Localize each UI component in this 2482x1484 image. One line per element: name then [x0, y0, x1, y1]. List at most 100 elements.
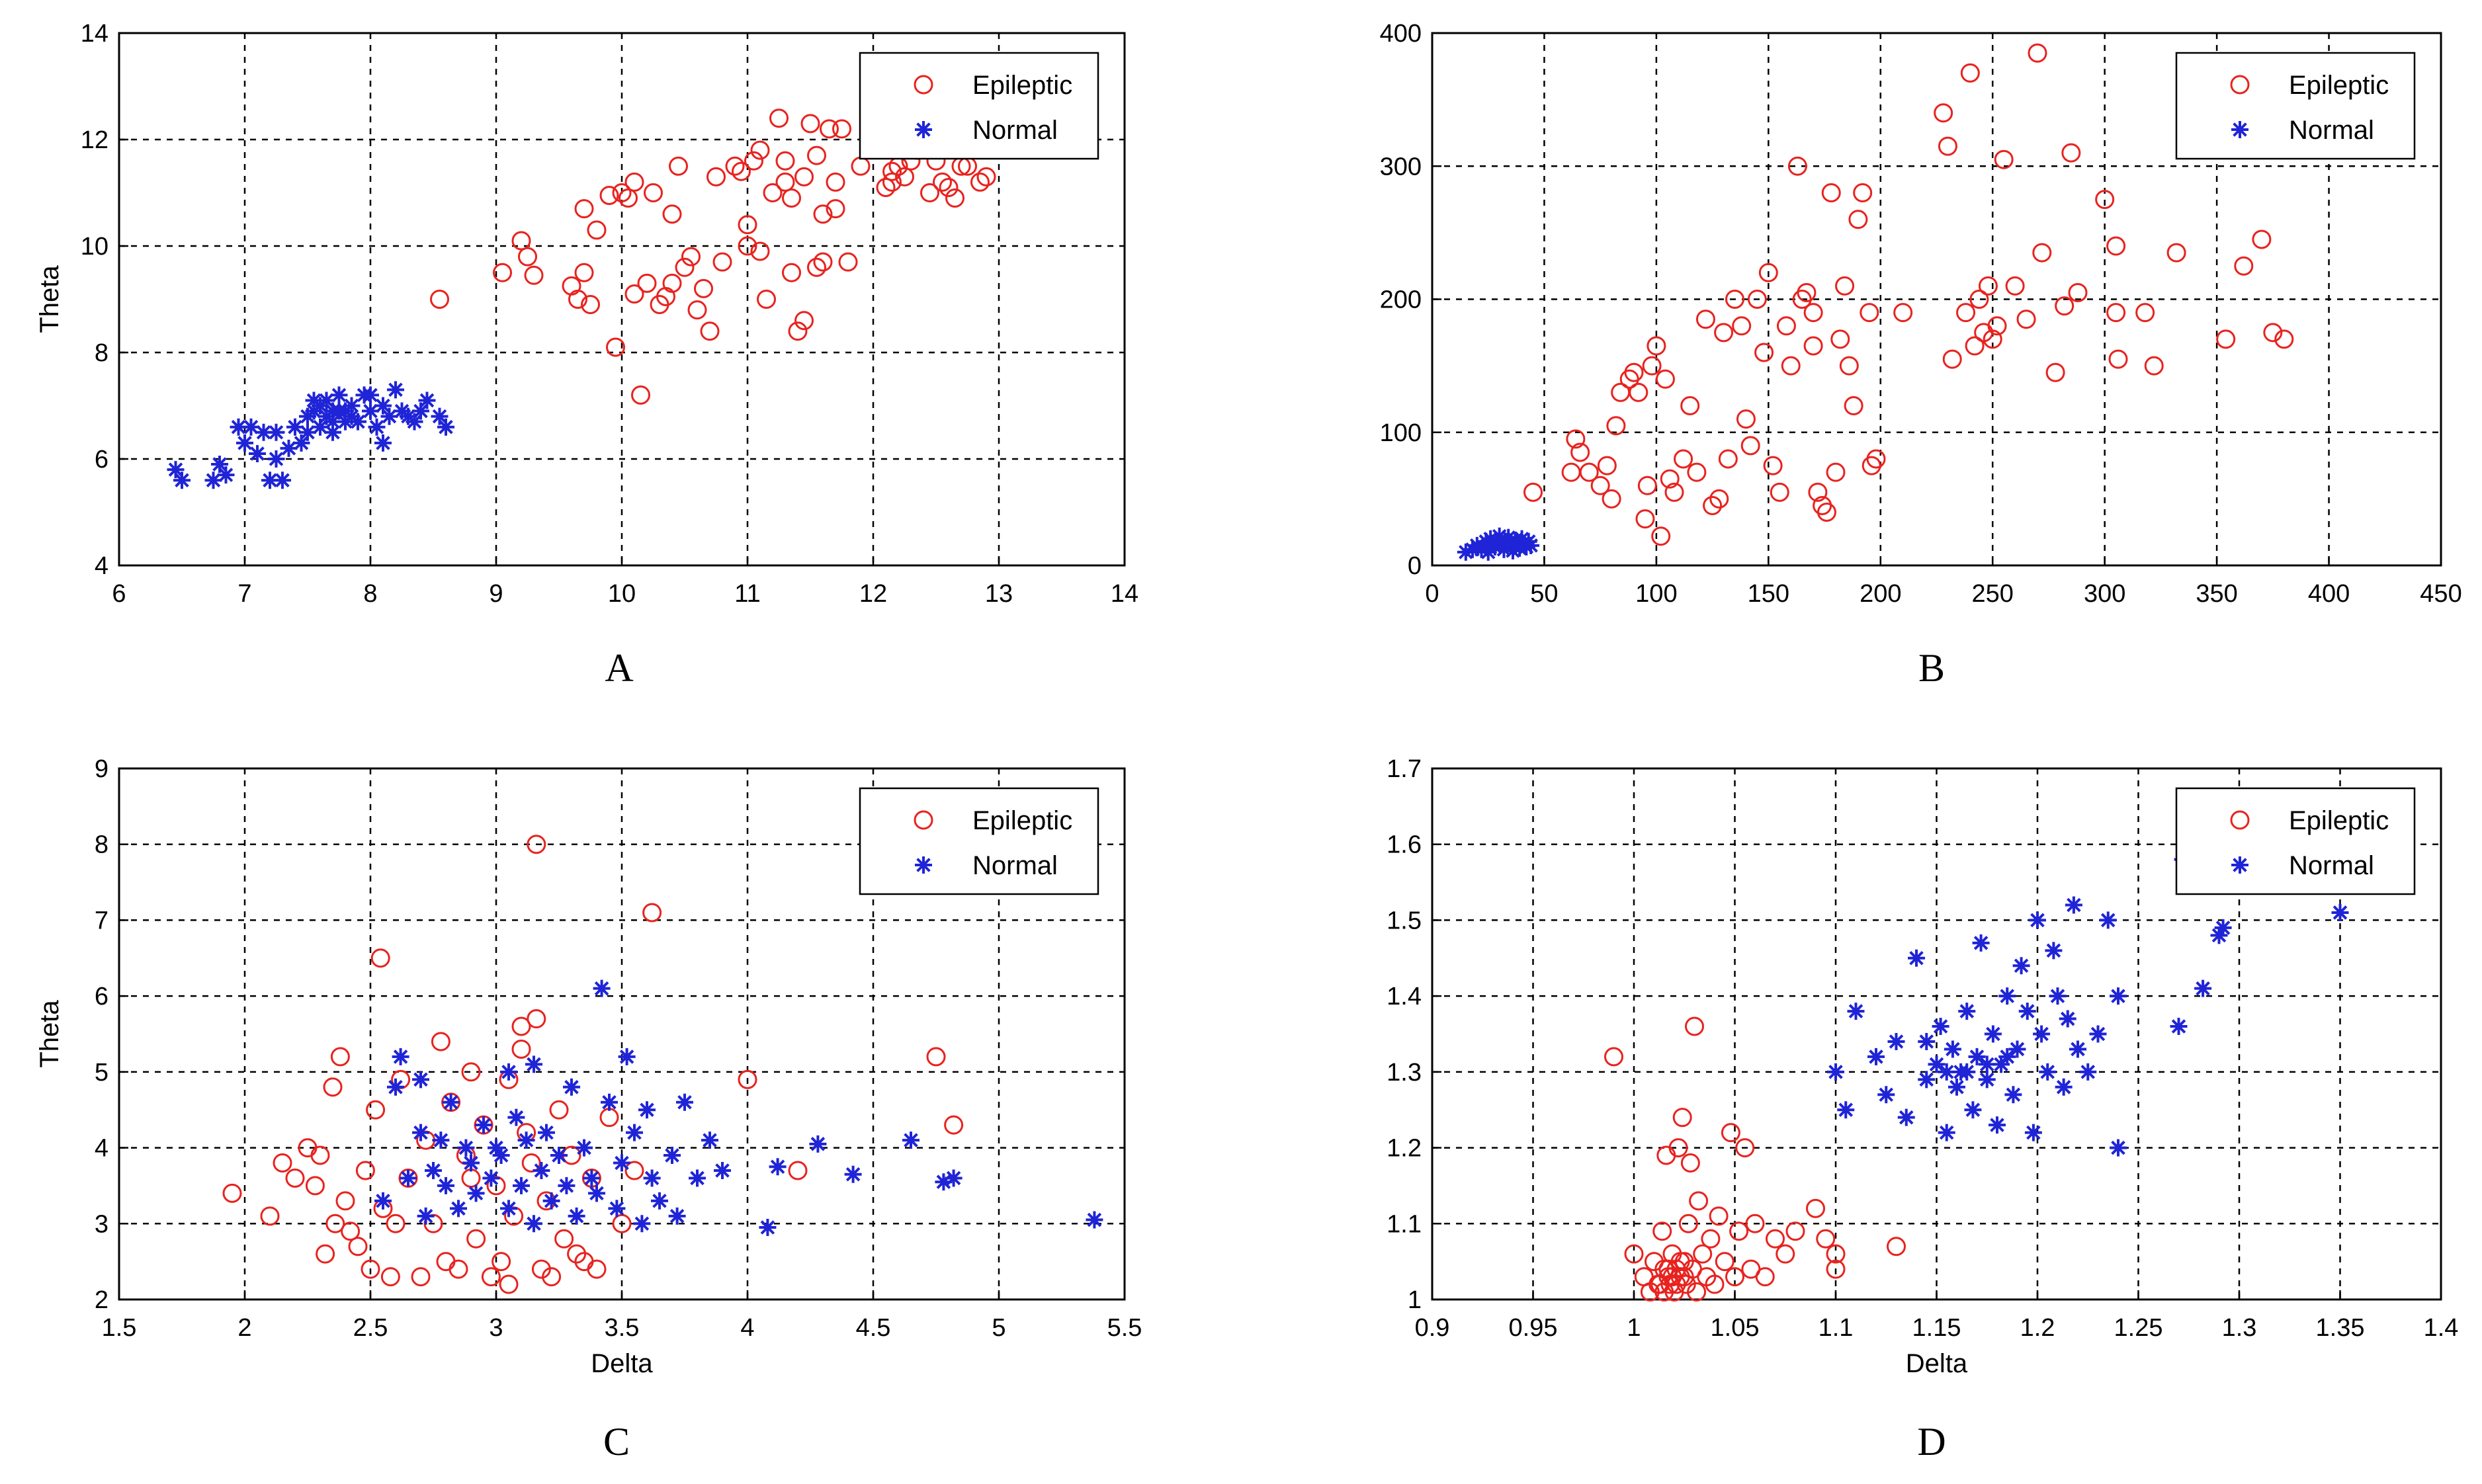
- epileptic-point: [305, 1176, 325, 1196]
- normal-point: [432, 1132, 450, 1149]
- normal-point: [1964, 1101, 1982, 1119]
- y-tick-label: 1: [1408, 1286, 1422, 1314]
- legend-label-normal: Normal: [972, 116, 1058, 145]
- epileptic-point: [1803, 303, 1823, 323]
- epileptic-point: [2095, 190, 2115, 210]
- epileptic-point: [1797, 282, 1817, 302]
- normal-point: [608, 1200, 626, 1217]
- epileptic-point: [1754, 343, 1774, 362]
- epileptic-point: [1732, 316, 1752, 336]
- epileptic-point: [2216, 329, 2236, 349]
- panel-label-d: D: [1917, 1420, 1946, 1463]
- normal-point: [550, 1147, 568, 1165]
- epileptic-point: [1835, 276, 1855, 296]
- epileptic-point: [1776, 1244, 1795, 1264]
- normal-point: [387, 1078, 404, 1096]
- epileptic-point: [1987, 316, 2007, 336]
- legend: Epileptic Normal: [2175, 787, 2416, 895]
- epileptic-point: [2252, 229, 2272, 249]
- normal-point: [2033, 1025, 2051, 1043]
- epileptic-point: [310, 1145, 330, 1165]
- x-tick-label: 7: [237, 580, 251, 608]
- epileptic-point: [1763, 456, 1783, 475]
- epileptic-series: [1604, 1016, 1906, 1302]
- epileptic-point: [1685, 1016, 1704, 1036]
- epileptic-point: [524, 265, 544, 285]
- y-tick-label: 400: [1380, 20, 1422, 48]
- normal-point: [267, 450, 285, 468]
- axes-frame: [118, 32, 1126, 567]
- normal-point: [1887, 1032, 1905, 1050]
- normal-point: [1998, 1048, 2016, 1065]
- normal-point: [1972, 934, 1990, 952]
- epileptic-point: [2166, 243, 2186, 263]
- legend: Epileptic Normal: [2175, 52, 2416, 160]
- epileptic-point: [2045, 362, 2065, 382]
- epileptic-point: [1678, 1214, 1698, 1233]
- normal-point: [1918, 1071, 1936, 1089]
- y-tick-label: 8: [95, 339, 108, 367]
- epileptic-point: [330, 1047, 350, 1067]
- y-tick-label: 1.2: [1387, 1135, 1422, 1163]
- epileptic-point: [1781, 356, 1801, 376]
- normal-point: [324, 413, 341, 431]
- x-axis-label: Delta: [591, 1349, 653, 1378]
- normal-point: [1086, 1211, 1103, 1229]
- epileptic-point: [1687, 462, 1707, 482]
- epileptic-point: [945, 188, 964, 208]
- epileptic-point: [1960, 63, 1980, 83]
- normal-point: [431, 407, 449, 425]
- normal-point: [525, 1055, 542, 1073]
- normal-point: [1488, 532, 1506, 550]
- epileptic-point: [341, 1221, 361, 1241]
- x-tick-label: 450: [2420, 580, 2461, 608]
- normal-point: [945, 1169, 963, 1187]
- epileptic-point: [642, 903, 662, 923]
- normal-point: [1992, 1055, 2010, 1073]
- normal-point: [1837, 1101, 1855, 1119]
- epileptic-point: [361, 1259, 380, 1279]
- epileptic-point: [1680, 396, 1700, 415]
- normal-point: [450, 1200, 467, 1217]
- x-tick-label: 1: [1627, 1314, 1641, 1342]
- x-tick-label: 0.95: [1509, 1314, 1558, 1342]
- axes-frame: [1431, 32, 2442, 567]
- x-tick-label: 0.9: [1415, 1314, 1450, 1342]
- x-tick-label: 1.3: [2222, 1314, 2257, 1342]
- normal-point: [255, 423, 273, 441]
- epileptic-point: [511, 1016, 531, 1036]
- normal-point: [267, 423, 285, 441]
- epileptic-point: [1770, 482, 1789, 502]
- epileptic-point: [481, 1267, 501, 1287]
- normal-point: [368, 418, 386, 436]
- normal-point: [412, 1124, 429, 1141]
- normal-point: [2079, 1063, 2097, 1081]
- legend-label-epileptic: Epileptic: [972, 71, 1072, 100]
- epileptic-point: [1826, 1259, 1846, 1279]
- epileptic-point: [1709, 1206, 1729, 1226]
- legend-marker-epileptic: [914, 75, 933, 95]
- epileptic-point: [1660, 469, 1680, 489]
- normal-series: [374, 979, 1103, 1237]
- normal-point: [638, 1101, 656, 1119]
- legend-label-normal: Normal: [972, 851, 1058, 880]
- x-tick-label: 4: [740, 1314, 754, 1342]
- normal-point: [312, 418, 329, 436]
- epileptic-point: [1817, 503, 1836, 522]
- normal-point: [442, 1093, 460, 1111]
- y-tick-label: 9: [95, 755, 108, 783]
- epileptic-point: [1709, 489, 1729, 509]
- epileptic-point: [492, 1252, 511, 1272]
- epileptic-point: [1647, 336, 1666, 356]
- epileptic-point: [511, 231, 531, 251]
- epileptic-point: [738, 236, 757, 256]
- normal-point: [292, 434, 310, 452]
- epileptic-point: [1680, 1153, 1700, 1173]
- x-tick-label: 350: [2196, 580, 2237, 608]
- normal-point: [809, 1135, 827, 1153]
- epileptic-point: [2144, 356, 2164, 376]
- x-tick-label: 1.15: [1912, 1314, 1961, 1342]
- y-tick-label: 4: [95, 552, 108, 580]
- panel-label-c: C: [603, 1420, 630, 1463]
- epileptic-point: [1839, 356, 1859, 376]
